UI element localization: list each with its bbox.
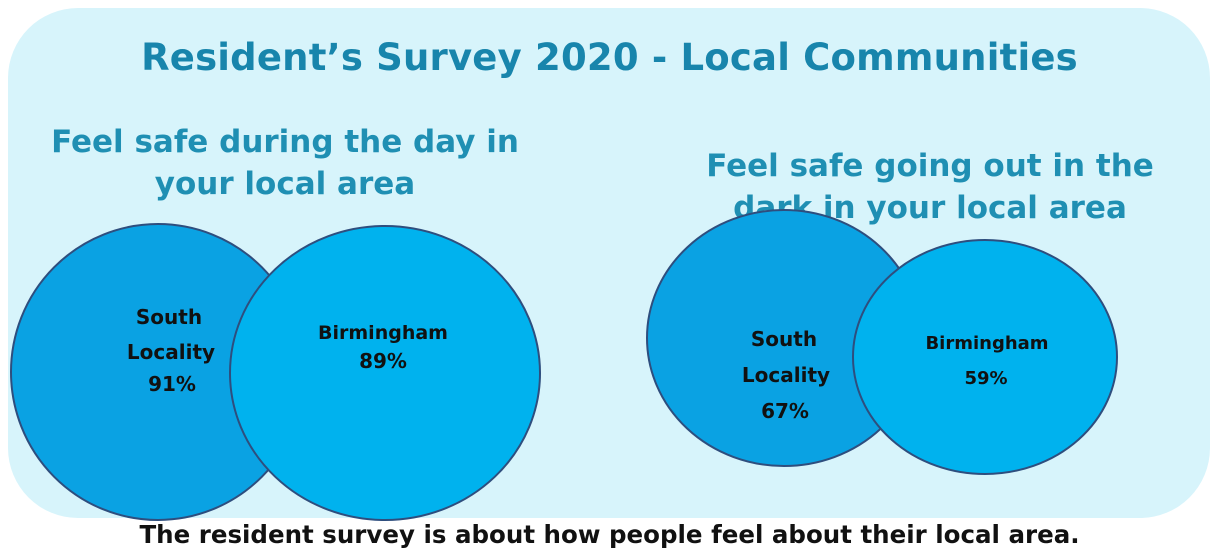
venn-dark-birmingham-line1: Birmingham bbox=[925, 333, 1048, 354]
venn-dark-south-line2: Locality bbox=[742, 363, 830, 387]
venn-day-south-line1: South bbox=[136, 305, 202, 329]
venn-dark: South Locality 67% Birmingham 59% bbox=[646, 209, 1118, 475]
venn-dark-south-value: 67% bbox=[761, 399, 809, 423]
venn-day-circle-birmingham bbox=[229, 225, 541, 521]
chart-title-dark: Feel safe going out in the dark in your … bbox=[706, 148, 1154, 226]
venn-dark-birmingham-value: 59% bbox=[964, 368, 1007, 389]
chart-title-day: Feel safe during the day in your local a… bbox=[51, 124, 519, 202]
venn-day: South Locality 91% Birmingham 89% bbox=[10, 223, 541, 521]
page-title: Resident’s Survey 2020 - Local Communiti… bbox=[141, 36, 1078, 79]
venn-day-south-line2: Locality bbox=[127, 340, 215, 364]
venn-day-birmingham-line1: Birmingham bbox=[318, 322, 448, 344]
venn-dark-south-line1: South bbox=[751, 327, 817, 351]
venn-day-birmingham-value: 89% bbox=[359, 349, 407, 373]
footer-note: The resident survey is about how people … bbox=[139, 520, 1080, 549]
venn-day-south-value: 91% bbox=[148, 372, 196, 396]
venn-dark-circle-birmingham bbox=[852, 239, 1118, 475]
